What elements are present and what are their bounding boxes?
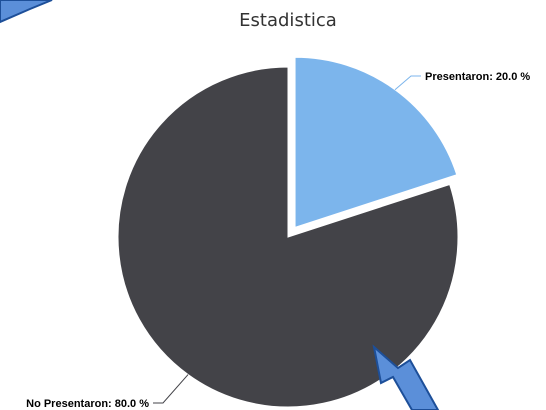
chart-title: Estadistica bbox=[239, 10, 337, 31]
arrow-decoration-top-left bbox=[0, 0, 53, 24]
pie-slices bbox=[117, 56, 459, 408]
data-label-presentaron: Presentaron: 20.0 % bbox=[425, 71, 530, 83]
label-connectors bbox=[153, 75, 421, 404]
data-label-no-presentaron: No Presentaron: 80.0 % bbox=[26, 398, 149, 410]
arrow-decoration-bottom-right bbox=[372, 344, 440, 410]
connector-no-presentaron bbox=[153, 374, 189, 404]
connector-presentaron bbox=[394, 75, 421, 91]
pie-slice-no-presentaron bbox=[117, 66, 459, 408]
pie-slice-presentaron bbox=[294, 56, 458, 228]
